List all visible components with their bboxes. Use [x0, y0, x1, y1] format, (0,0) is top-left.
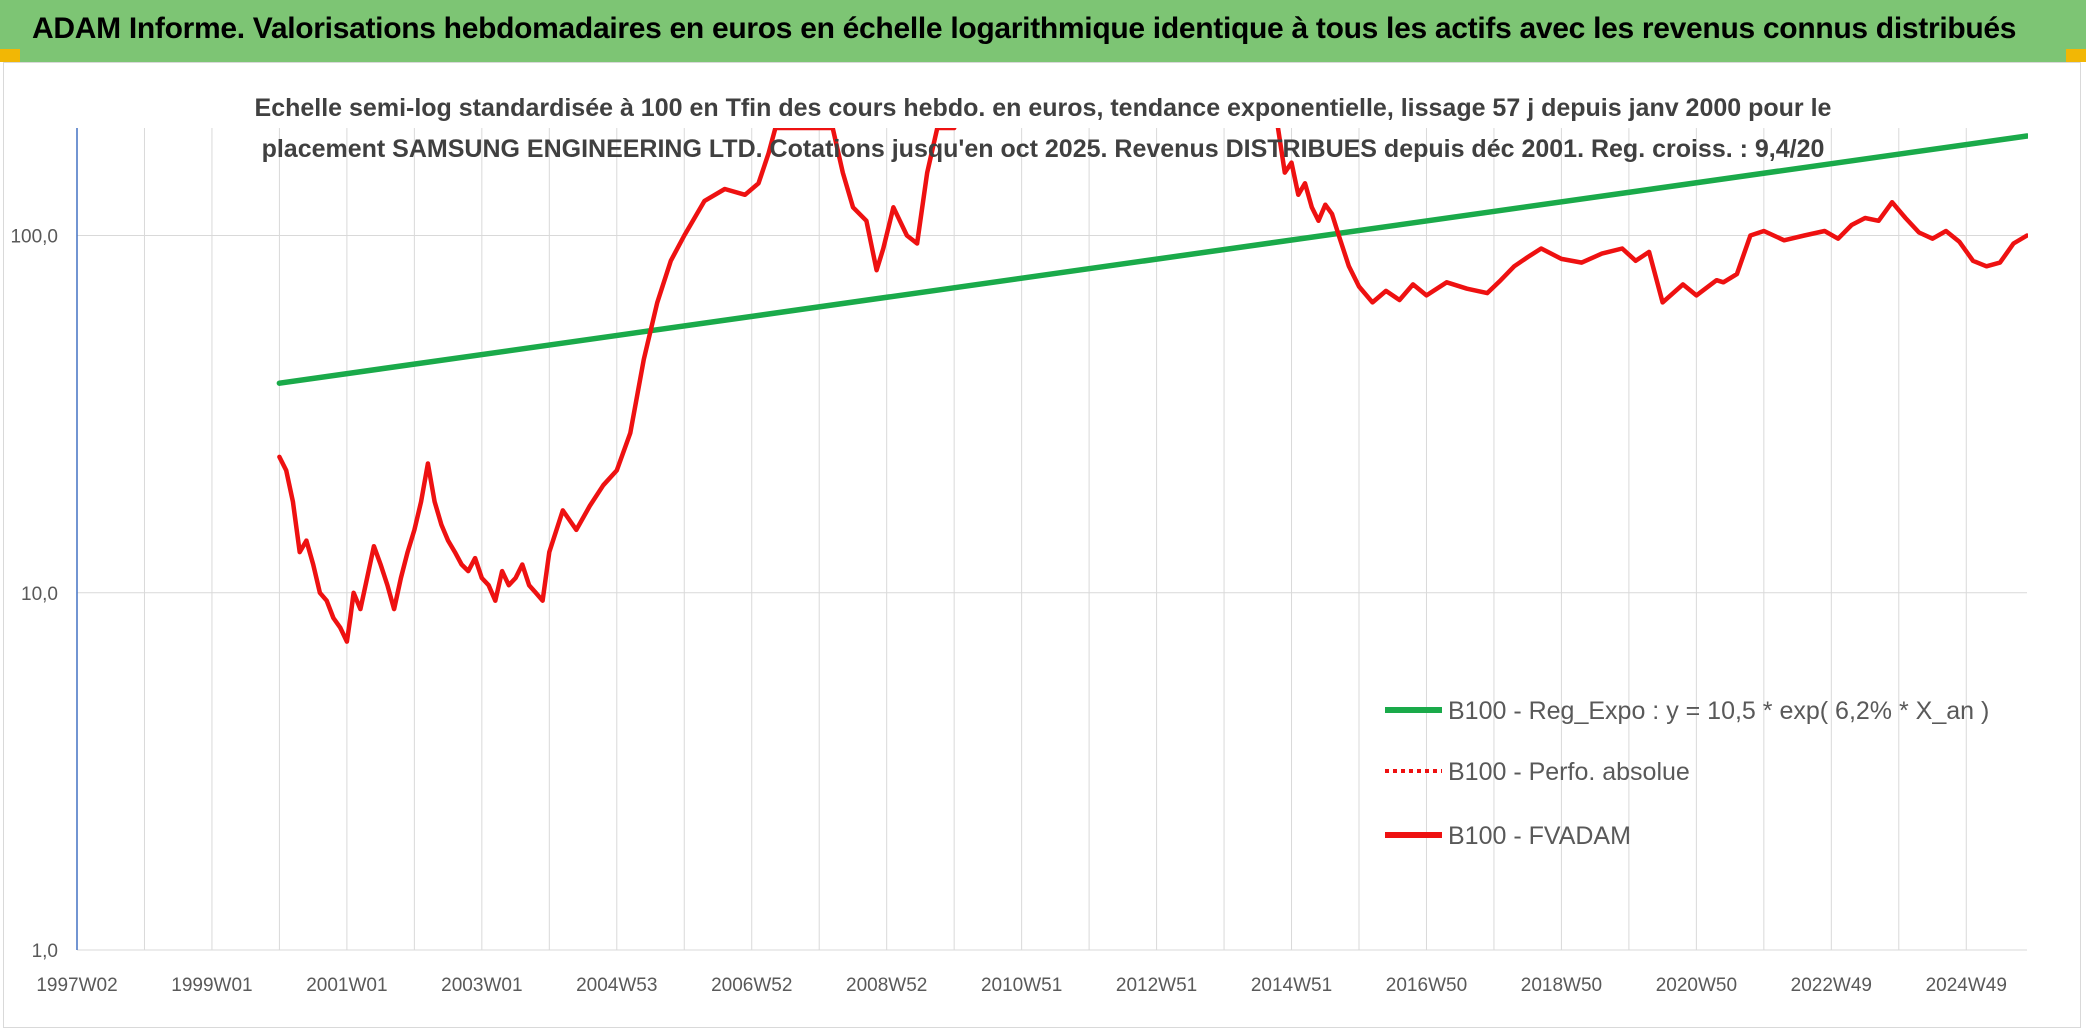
axes: 1997W02 1999W01 2001W01 2003W01 2004W53 2006W…: [10, 128, 2007, 996]
chart-title: Echelle semi-log standardisée à 100 en T…: [255, 94, 1832, 163]
legend-label-regression: B100 - Reg_Expo : y = 10,5 * exp( 6,2% *…: [1448, 697, 1989, 725]
x-tick-label: 1997W02: [36, 975, 117, 996]
gridlines: [76, 128, 2027, 951]
x-tick-label: 2012W51: [1116, 975, 1197, 996]
legend-label-perf: B100 - Perfo. absolue: [1448, 758, 1690, 786]
x-tick-label: 2003W01: [441, 975, 522, 996]
x-tick-label: 2016W50: [1386, 975, 1467, 996]
series-line-fvadam: [277, 128, 2028, 644]
chart-frame: [3, 62, 2081, 1028]
series-lines: [276, 128, 2028, 644]
x-tick-label: 2024W49: [1926, 975, 2007, 996]
x-tick-label: 2008W52: [846, 975, 927, 996]
x-tick-label: 2022W49: [1791, 975, 1872, 996]
corner-marker-left: [0, 49, 20, 62]
x-tick-label: 2010W51: [981, 975, 1062, 996]
report-title: ADAM Informe. Valorisations hebdomadaire…: [32, 12, 2017, 45]
legend-label-fvadam: B100 - FVADAM: [1448, 822, 1631, 850]
x-tick-label: 1999W01: [171, 975, 252, 996]
x-tick-label: 2014W51: [1251, 975, 1332, 996]
x-tick-label: 2018W50: [1521, 975, 1602, 996]
legend: B100 - Reg_Expo : y = 10,5 * exp( 6,2% *…: [1385, 697, 1989, 850]
x-tick-label: 2006W52: [711, 975, 792, 996]
x-tick-label: 2020W50: [1656, 975, 1737, 996]
report-banner: ADAM Informe. Valorisations hebdomadaire…: [0, 0, 2086, 62]
chart-title-line-1: Echelle semi-log standardisée à 100 en T…: [255, 94, 1832, 122]
corner-marker-right: [2066, 49, 2086, 62]
x-tick-label: 2004W53: [576, 975, 657, 996]
y-tick-label: 10,0: [21, 584, 58, 605]
series-line-regression: [276, 133, 2028, 386]
y-tick-label: 100,0: [10, 227, 58, 248]
chart-title-line-2: placement SAMSUNG ENGINEERING LTD. Cotat…: [262, 135, 1825, 163]
y-tick-label: 1,0: [32, 941, 58, 962]
x-tick-label: 2001W01: [306, 975, 387, 996]
